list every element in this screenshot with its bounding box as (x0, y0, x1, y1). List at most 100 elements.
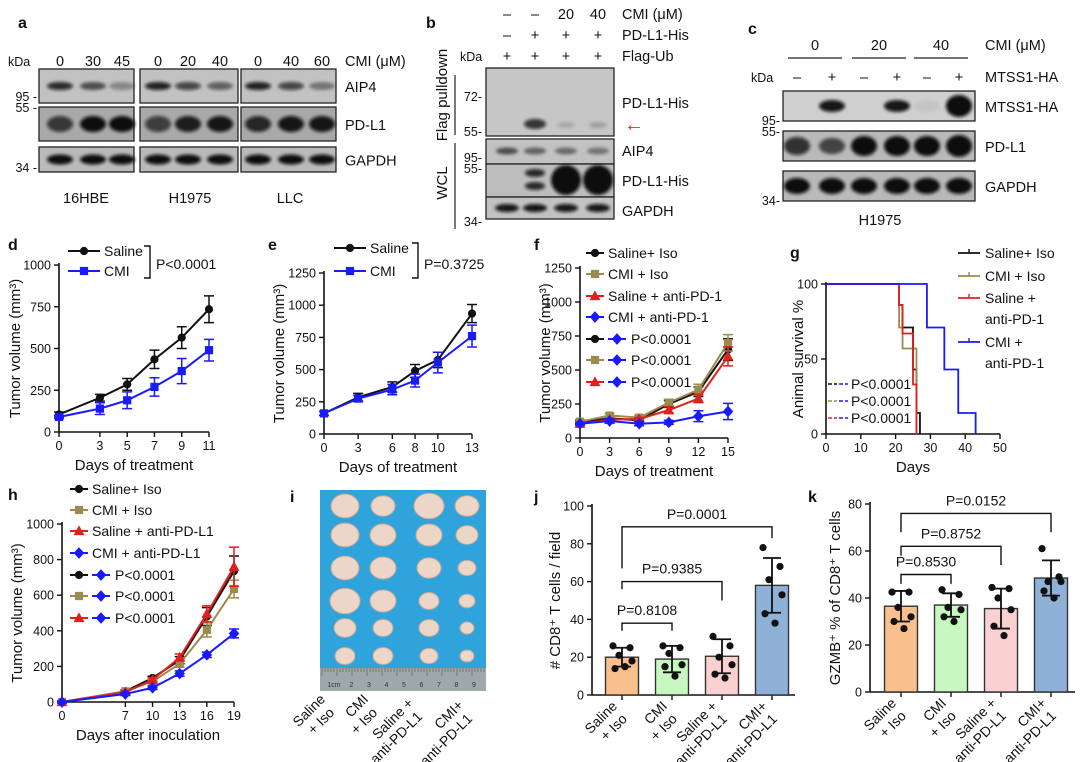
band (109, 154, 135, 165)
treatment-sign: – (531, 7, 540, 23)
legend-label: anti-PD-1 (985, 355, 1044, 371)
treatment-label: Flag-Ub (622, 49, 674, 65)
legend-marker (590, 334, 600, 344)
band (784, 137, 810, 155)
treatment-sign: + (562, 28, 570, 44)
error-bar (892, 590, 910, 623)
data-point (1040, 587, 1048, 595)
ruler-label: 8 (455, 682, 459, 689)
data-point (228, 627, 240, 640)
data-point (905, 588, 913, 596)
significance-bracket (621, 580, 723, 601)
legend-label: CMI + (985, 334, 1023, 350)
x-tick-label: 50 (993, 441, 1007, 455)
panel-label-j: j (533, 489, 538, 506)
data-point (994, 594, 1002, 602)
data-point (900, 624, 908, 633)
series-line (61, 632, 235, 703)
tumor (418, 619, 440, 637)
data-point (202, 625, 211, 635)
x-tick-label: 0 (823, 441, 830, 455)
treatment-sign: + (594, 28, 602, 44)
p-value-label: P<0.0001 (631, 331, 692, 347)
band (145, 154, 171, 165)
legend-marker (589, 290, 601, 301)
data-point (765, 576, 773, 584)
x-tick-label: 6 (636, 445, 643, 459)
y-tick-label: 100 (797, 278, 818, 292)
tumor (454, 495, 480, 517)
data-point (776, 562, 784, 571)
band (554, 204, 578, 212)
data-point (665, 649, 673, 658)
y-tick-label: 50 (804, 353, 818, 367)
legend-label: Saline (370, 240, 409, 256)
tumor (372, 619, 394, 637)
error-bar (763, 557, 781, 614)
band (80, 82, 106, 90)
data-point (726, 642, 734, 650)
treatment-sign: – (503, 7, 512, 23)
treatment-sign: + (893, 70, 901, 86)
bar (933, 604, 969, 693)
treatment-label: MTSS1-HA (985, 70, 1059, 86)
data-point (955, 590, 963, 599)
tumor (370, 495, 396, 517)
legend-label: CMI + Iso (92, 502, 153, 518)
concentration-label: 0 (56, 54, 64, 70)
legend-marker (74, 591, 84, 601)
ruler-label: 5 (402, 682, 406, 689)
band (884, 136, 910, 156)
significance-bracket (144, 245, 151, 279)
x-axis-label: Days of treatment (75, 457, 194, 474)
concentration-label: 60 (314, 54, 330, 70)
blot-row (782, 170, 976, 202)
legend-label: Saline+ Iso (92, 481, 162, 497)
significance-bracket (900, 545, 1002, 566)
cell-line-label: 16HBE (63, 191, 109, 207)
tumor (330, 555, 360, 581)
data-point (174, 651, 186, 662)
chart-g: 0 50 100 0 10 20 30 40 50 Days Animal survival % Sa… (790, 245, 1055, 476)
data-point (957, 606, 965, 614)
panel-label-i: i (290, 489, 294, 506)
band (784, 178, 810, 194)
treatment-sign: + (531, 28, 539, 44)
data-point (204, 305, 214, 314)
band (851, 136, 877, 156)
data-point (388, 385, 397, 394)
x-tick-label: 3 (355, 441, 362, 455)
band (207, 116, 233, 132)
ruler-label: 3 (367, 682, 371, 689)
y-tick-label: 40 (570, 613, 584, 627)
legend-marker (589, 311, 601, 323)
band (309, 154, 335, 165)
legend-label: CMI (104, 263, 130, 279)
legend-marker (73, 547, 85, 559)
data-point (761, 610, 769, 618)
panel-label-b: b (426, 15, 436, 32)
band (946, 178, 972, 194)
x-tick-label: 16 (200, 709, 214, 723)
band (819, 178, 845, 194)
panel-label-e: e (268, 237, 277, 254)
band (914, 178, 940, 194)
band (524, 119, 546, 129)
chart-d: 0 250 500 750 1000 0 3 5 7 9 11 Days of treatment Tu… (7, 243, 217, 474)
x-tick-label: 0 (577, 445, 584, 459)
data-point (692, 392, 704, 403)
data-point (123, 380, 132, 389)
legend-label: Saline+ Iso (985, 245, 1055, 261)
panel-label-c: c (748, 21, 757, 38)
x-tick-label: 0 (321, 441, 328, 455)
band (589, 122, 607, 128)
band (47, 116, 73, 132)
concentration-label: 20 (871, 38, 887, 54)
y-axis-label: Tumor volume (mm³) (7, 279, 24, 418)
band (819, 138, 845, 154)
concentration-label: 20 (180, 54, 196, 70)
blot-row-label: GAPDH (345, 154, 397, 170)
p-value-label: P<0.0001 (115, 610, 176, 626)
